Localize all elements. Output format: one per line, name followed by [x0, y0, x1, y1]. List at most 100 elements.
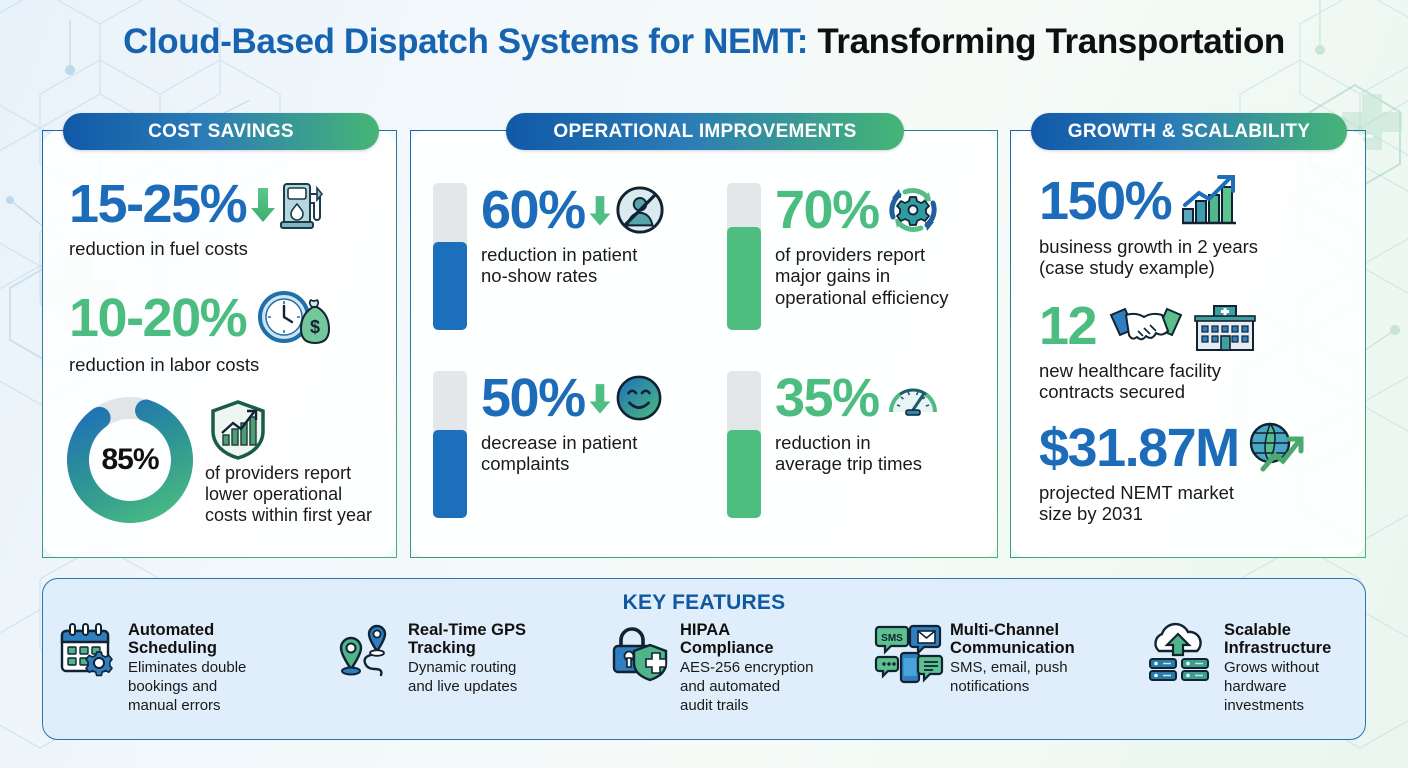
feature-automated-scheduling: Automated Scheduling Eliminates double b… [57, 621, 337, 715]
stat-fuel-cost: 15-25% reduction in fuel costs [69, 177, 328, 259]
stat-no-show-rates: 60% reduction in patient no-show rates [433, 183, 665, 330]
feature-title-line1: HIPAA [680, 621, 731, 639]
svg-text:$: $ [310, 317, 320, 337]
feature-text: Automated Scheduling Eliminates double b… [128, 621, 246, 715]
donut-desc-line3: costs within first year [205, 504, 373, 525]
down-arrow-icon [251, 188, 276, 222]
feature-realtime-gps-tracking: Real-Time GPS Tracking Dynamic routing a… [337, 621, 609, 715]
stat-nemt-market-size: $31.87M projected NEMT market size by 20… [1039, 421, 1307, 525]
donut-stat-block: 85% of providers report lower operationa… [63, 393, 372, 527]
stat-business-growth: 150% business growth in 2 years (case st… [1039, 173, 1258, 279]
feature-multi-channel-communication: SMS Multi-Channel Communication SMS, ema… [874, 621, 1145, 715]
feature-title-line1: Scalable [1224, 621, 1291, 639]
stat-value: 60% [481, 180, 586, 240]
donut-chart-85: 85% [63, 393, 197, 527]
feature-desc-line1: AES-256 encryption [680, 659, 814, 677]
lock-shield-cross-icon [609, 621, 671, 683]
donut-desc-line2: lower operational [205, 483, 343, 504]
feature-title-line2: Compliance [680, 639, 774, 658]
feature-title-line2: Scheduling [128, 639, 217, 658]
stat-desc-line1: of providers report [775, 244, 926, 265]
map-pin-route-icon [337, 621, 399, 683]
feature-desc-line1: Eliminates double [128, 659, 247, 677]
feature-desc-line2: notifications [950, 678, 1030, 696]
down-arrow-icon [589, 196, 610, 226]
stat-desc-line3: operational efficiency [775, 286, 949, 308]
feature-desc-line1: SMS, email, push [950, 659, 1068, 677]
sms-email-chat-icon: SMS [874, 621, 944, 684]
stat-desc-line2: major gains in [775, 265, 891, 287]
fuel-pump-icon [280, 183, 324, 229]
donut-description-block: of providers report lower operational co… [205, 393, 372, 526]
stat-desc-line2: no-show rates [481, 265, 598, 287]
stat-desc-line2: average trip times [775, 453, 923, 475]
donut-value: 85% [101, 443, 159, 476]
panel-growth-scalability: GROWTH & SCALABILITY 150% business growt… [1010, 113, 1366, 558]
key-features-list: Automated Scheduling Eliminates double b… [43, 615, 1365, 715]
feature-text: Scalable Infrastructure Grows without ha… [1224, 621, 1331, 715]
smiley-face-icon [616, 375, 661, 421]
feature-title-line2: Infrastructure [1224, 639, 1332, 658]
stat-value: 10-20% [69, 288, 248, 348]
feature-desc-line3: manual errors [128, 697, 221, 715]
panel-heading-operational-improvements: OPERATIONAL IMPROVEMENTS [506, 113, 904, 150]
stat-desc-line2: size by 2031 [1039, 503, 1143, 525]
feature-text: Real-Time GPS Tracking Dynamic routing a… [408, 621, 526, 695]
handshake-icon [1109, 307, 1183, 341]
stat-description: reduction in fuel costs [69, 238, 248, 259]
stat-value: 150% [1039, 171, 1173, 231]
page-title: Cloud-Based Dispatch Systems for NEMT: T… [0, 22, 1408, 62]
progress-bar-50 [433, 371, 467, 518]
panel-cost-savings: COST SAVINGS 15-25% reduction in fuel co… [42, 113, 397, 558]
donut-desc-line1: of providers report [205, 463, 352, 483]
stat-facility-contracts: 12 [1039, 299, 1256, 403]
no-person-icon [616, 186, 664, 234]
feature-desc-line2: hardware [1224, 678, 1287, 696]
stat-desc-line1: reduction in patient [481, 244, 638, 265]
svg-text:SMS: SMS [881, 633, 903, 644]
stat-desc-line2: contracts secured [1039, 381, 1186, 403]
panel-heading-growth-scalability: GROWTH & SCALABILITY [1031, 113, 1347, 150]
clock-money-bag-icon: $ [258, 291, 331, 345]
feature-desc-line2: bookings and [128, 678, 218, 696]
panels-row: COST SAVINGS 15-25% reduction in fuel co… [0, 113, 1408, 560]
stat-desc-line1: business growth in 2 years [1039, 236, 1259, 257]
progress-bar-70 [727, 183, 761, 330]
feature-title-line1: Automated [128, 621, 215, 639]
feature-desc-line1: Grows without [1224, 659, 1320, 677]
feature-desc-line2: and live updates [408, 678, 518, 696]
key-features-panel: KEY FEATURES Au [42, 578, 1366, 740]
stat-patient-complaints: 50% decrease in patient complaints [433, 371, 663, 518]
stat-value: 12 [1039, 296, 1098, 356]
title-primary: Cloud-Based Dispatch Systems for NEMT: [123, 22, 808, 61]
stat-value: 35% [775, 368, 880, 428]
panel-operational-improvements: OPERATIONAL IMPROVEMENTS 60% r [410, 113, 998, 558]
stat-value: 70% [775, 180, 880, 240]
feature-text: HIPAA Compliance AES-256 encryption and … [680, 621, 813, 715]
feature-title-line2: Communication [950, 639, 1075, 658]
key-features-heading: KEY FEATURES [622, 591, 786, 614]
feature-hipaa-compliance: HIPAA Compliance AES-256 encryption and … [609, 621, 877, 715]
panel-heading-cost-savings: COST SAVINGS [63, 113, 379, 150]
feature-title-line1: Multi-Channel [950, 621, 1060, 639]
stat-desc-line1: new healthcare facility [1039, 360, 1222, 381]
stat-value: $31.87M [1039, 418, 1240, 478]
cloud-server-icon [1145, 621, 1215, 683]
stat-operational-efficiency: 70% [727, 183, 948, 330]
shield-growth-chart-icon [211, 400, 265, 460]
stat-average-trip-times: 35% reduction in average trip times [727, 371, 939, 518]
down-arrow-icon [589, 384, 610, 414]
hospital-building-icon [1194, 305, 1256, 351]
feature-text: Multi-Channel Communication SMS, email, … [950, 621, 1075, 695]
feature-title-line2: Tracking [408, 639, 476, 658]
feature-desc-line2: and automated [680, 678, 781, 696]
stat-desc-line2: complaints [481, 453, 570, 475]
gear-refresh-cycle-icon [888, 188, 937, 232]
progress-bar-35 [727, 371, 761, 518]
stat-desc-line1: reduction in [775, 432, 871, 453]
feature-desc-line3: investments [1224, 697, 1305, 715]
stat-labor-cost: 10-20% $ reduction in labor costs [69, 289, 336, 375]
progress-bar-60 [433, 183, 467, 330]
stat-desc-line2: (case study example) [1039, 257, 1215, 279]
stat-desc-line1: decrease in patient [481, 432, 638, 453]
